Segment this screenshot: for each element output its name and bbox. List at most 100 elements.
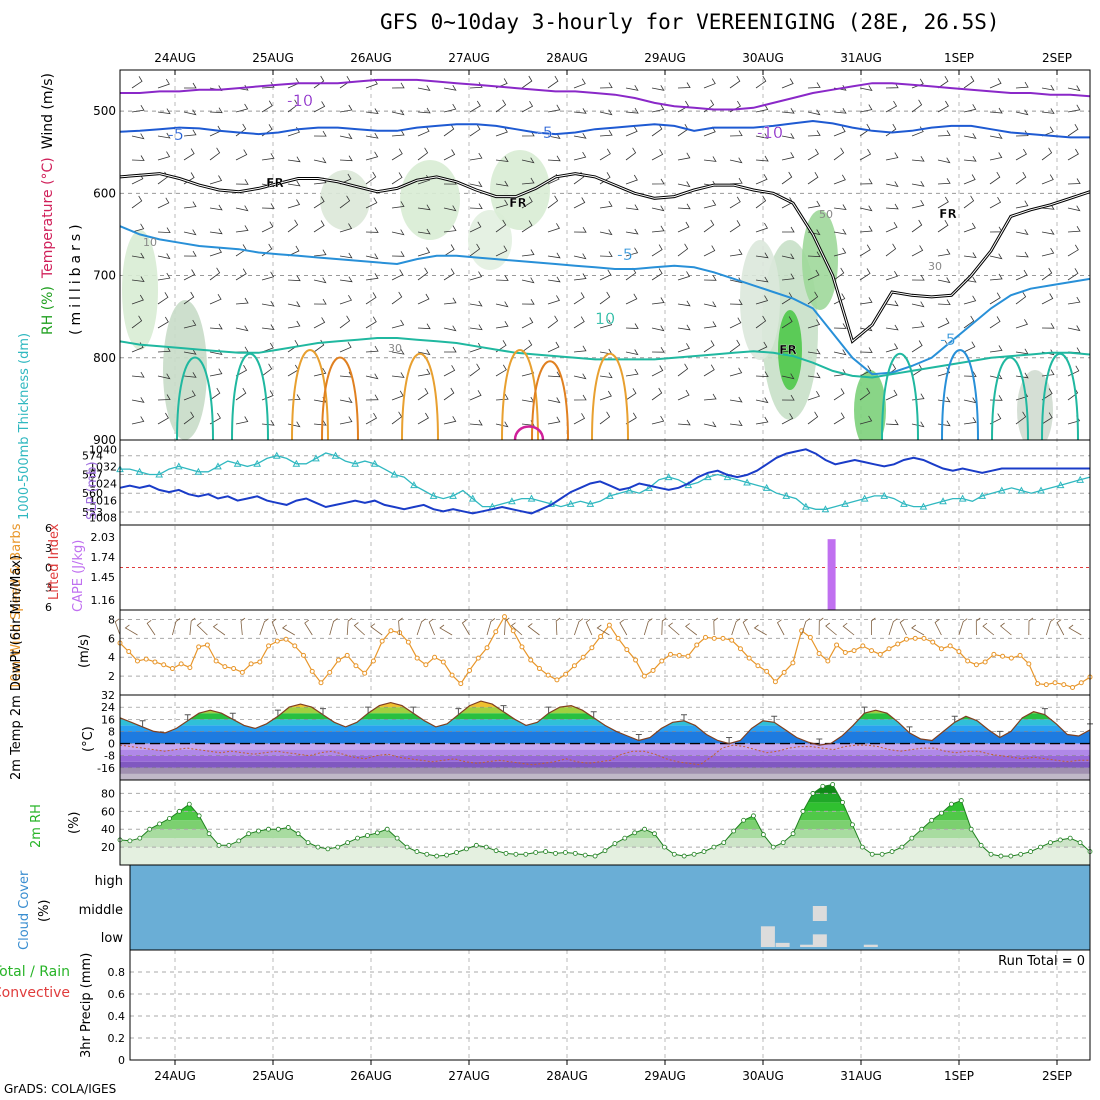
rh-marker xyxy=(167,816,172,821)
upper-wind-barb xyxy=(131,195,143,209)
slp-tick-label: 1016 xyxy=(89,495,117,508)
isotherm-loop xyxy=(321,356,359,440)
thickness-marker xyxy=(899,499,908,507)
wind-marker xyxy=(729,637,735,643)
upper-wind-barb xyxy=(339,276,353,283)
upper-wind-barb xyxy=(911,219,923,233)
upper-wind-barb xyxy=(287,199,301,209)
upper-wind-barb xyxy=(625,147,637,161)
upper-wind-barb xyxy=(1015,130,1029,137)
isotherm-label: FR xyxy=(266,176,283,190)
rh-marker xyxy=(1077,840,1083,846)
thickness-marker xyxy=(704,473,712,481)
upper-wind-barb xyxy=(547,133,561,139)
wind-marker xyxy=(1000,653,1006,659)
ylabel-part: Wind (m/s) xyxy=(40,73,56,149)
isotherm-loop-hot xyxy=(513,425,545,440)
upper-wind-barb xyxy=(209,267,221,281)
isotherm-loop xyxy=(881,353,919,440)
upper-wind-barb xyxy=(235,364,248,377)
upper-wind-barb xyxy=(287,275,301,282)
upper-wind-barb xyxy=(677,271,691,281)
upper-wind-barb xyxy=(547,295,561,305)
upper-wind-barb xyxy=(183,319,197,329)
temp-unit: (°C) xyxy=(81,726,96,752)
upper-wind-barb xyxy=(365,132,379,139)
wind-marker xyxy=(318,680,324,686)
slp-tick-label: 1032 xyxy=(89,460,117,473)
wind-marker xyxy=(1061,682,1067,688)
cloud-bar xyxy=(863,944,878,947)
rh-shading xyxy=(468,210,512,270)
upper-wind-barb xyxy=(807,251,821,258)
upper-wind-barb xyxy=(1041,147,1053,161)
upper-wind-barb xyxy=(365,197,378,209)
minmax-bar xyxy=(816,738,823,746)
isotherm-loop xyxy=(941,349,979,440)
wind-marker xyxy=(467,667,473,673)
upper-wind-barb xyxy=(495,156,509,162)
temp-band xyxy=(120,725,1090,732)
rh-marker xyxy=(909,835,915,841)
upper-wind-barb xyxy=(547,371,561,378)
rh-marker xyxy=(1057,837,1063,843)
upper-wind-barb xyxy=(131,294,144,305)
upper-wind-barb xyxy=(963,295,977,305)
upper-wind-barb xyxy=(755,104,769,113)
upper-wind-barb xyxy=(937,219,949,233)
upper-wind-barb xyxy=(807,291,819,305)
upper-wind-barb xyxy=(859,244,871,257)
upper-wind-barb xyxy=(703,421,717,428)
upper-wind-barb xyxy=(131,104,145,113)
upper-wind-barb xyxy=(547,341,560,353)
upper-wind-barb xyxy=(313,419,327,426)
wind-marker xyxy=(606,622,612,628)
upper-wind-barb xyxy=(365,227,379,233)
rh-tick-label: 20 xyxy=(101,841,115,854)
upper-wind-barb xyxy=(339,416,353,425)
upper-wind-barb xyxy=(885,270,898,281)
wind-marker xyxy=(711,635,717,641)
upper-wind-barb xyxy=(521,100,534,113)
upper-wind-barb xyxy=(547,195,559,209)
upper-wind-barb xyxy=(391,269,404,281)
wind-marker xyxy=(283,636,289,642)
upper-wind-barb xyxy=(703,301,717,308)
upper-wind-barb xyxy=(807,390,820,401)
isotherm-label: -5 xyxy=(617,245,633,264)
li-tick-label: 6 xyxy=(45,522,52,535)
rh-marker xyxy=(869,851,875,857)
upper-wind-barb xyxy=(157,272,171,281)
upper-wind-barb xyxy=(157,151,171,161)
upper-wind-barb xyxy=(989,345,1003,353)
minmax-bar xyxy=(139,720,146,727)
upper-wind-barb xyxy=(885,324,899,331)
upper-wind-barb xyxy=(521,339,533,353)
upper-wind-barb xyxy=(989,133,1003,139)
thickness-tick-label: 560 xyxy=(82,487,103,500)
upper-wind-barb xyxy=(1015,148,1027,161)
upper-wind-barb xyxy=(547,397,561,404)
upper-wind-barb xyxy=(625,126,638,137)
upper-wind-barb xyxy=(755,174,768,185)
upper-wind-barb xyxy=(885,221,898,233)
wind-marker xyxy=(301,652,307,658)
upper-wind-barb xyxy=(755,371,769,378)
upper-wind-barb xyxy=(963,315,975,329)
upper-wind-barb xyxy=(261,153,275,161)
upper-wind-barb xyxy=(495,126,508,137)
upper-wind-barb xyxy=(911,155,925,162)
upper-wind-barb xyxy=(937,157,951,164)
upper-wind-barb xyxy=(807,148,819,161)
rh-marker xyxy=(632,830,638,836)
wind-barb xyxy=(240,617,246,636)
wind-marker xyxy=(222,664,228,670)
rh-marker xyxy=(642,826,647,832)
upper-wind-barb xyxy=(1041,204,1055,210)
date-label-bottom: 26AUG xyxy=(350,1069,392,1083)
cloud-bar xyxy=(812,906,827,921)
isotherm-label: FR xyxy=(509,196,526,210)
wind-marker xyxy=(274,638,280,644)
upper-wind-barb xyxy=(157,412,169,425)
